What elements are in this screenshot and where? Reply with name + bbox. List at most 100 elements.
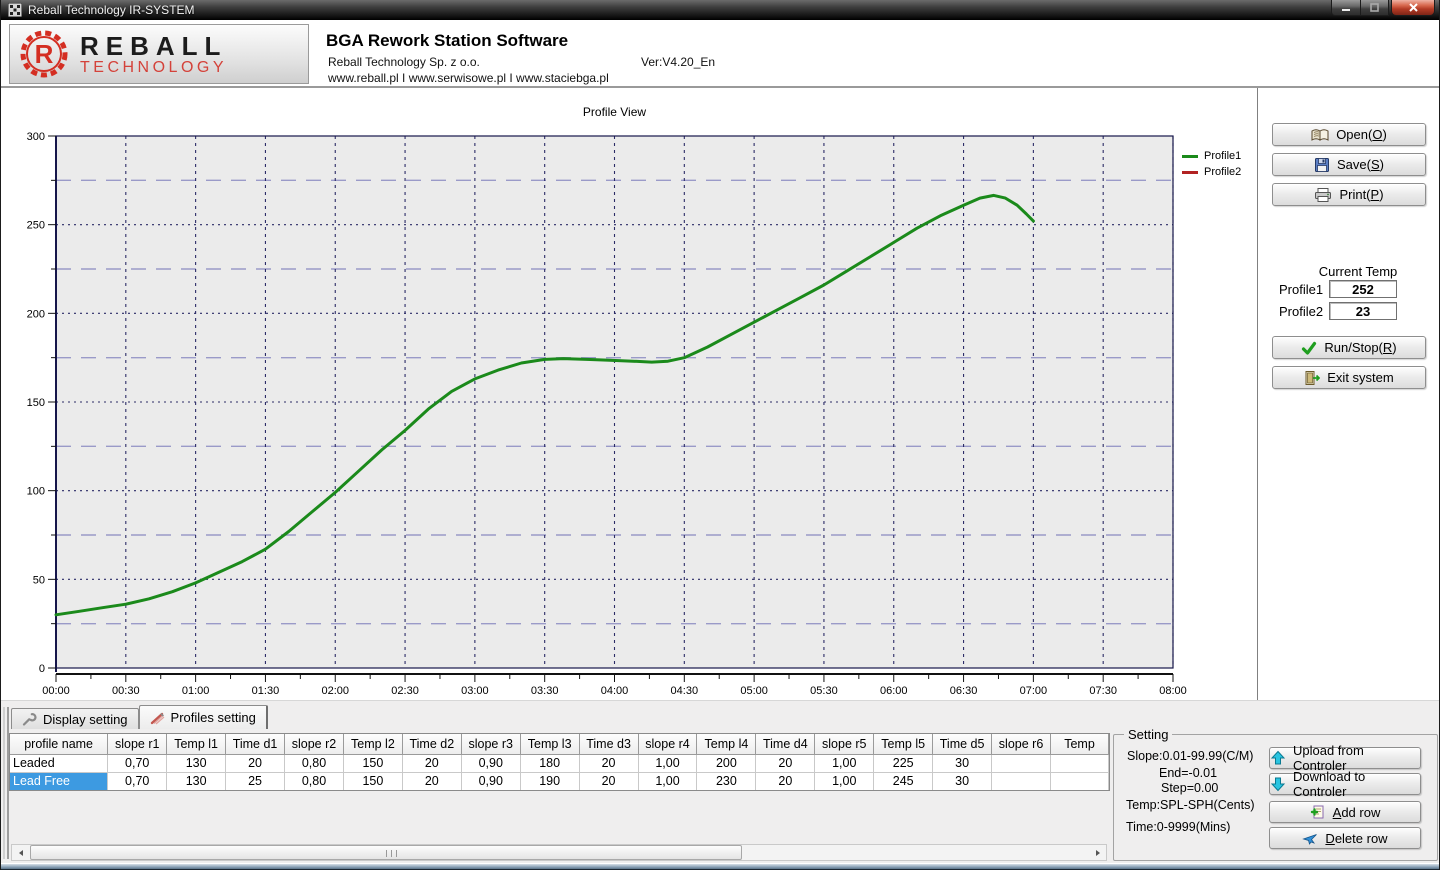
table-cell[interactable] <box>991 754 1052 773</box>
svg-text:R: R <box>35 39 54 69</box>
step-value-label: Step=0.00 <box>1161 781 1219 795</box>
scroll-right-icon <box>1095 849 1100 856</box>
column-header[interactable]: Time d2 <box>401 734 462 755</box>
table-cell[interactable]: 180 <box>520 754 580 773</box>
column-header[interactable]: Time d1 <box>225 734 286 755</box>
table-cell[interactable]: 20 <box>579 772 639 790</box>
download-to-controller-button[interactable]: Download to Controler <box>1269 769 1421 799</box>
bottom-panel: Display setting Profiles setting profile … <box>1 700 1439 863</box>
table-cell[interactable]: 150 <box>343 754 403 773</box>
table-cell[interactable]: 30 <box>932 772 993 790</box>
table-row[interactable]: Lead Free 0,70 130 25 0,80 150 20 0,90 190 20 1,00… <box>10 772 1109 790</box>
window-bottom-frame <box>1 863 1439 870</box>
column-header[interactable]: slope r6 <box>991 734 1052 755</box>
column-header[interactable]: Temp l5 <box>873 734 934 755</box>
column-header[interactable]: Temp l2 <box>342 734 403 755</box>
table-cell[interactable]: 1,00 <box>638 772 698 790</box>
tab-display-setting[interactable]: Display setting <box>11 708 139 729</box>
delete-row-icon <box>1302 834 1318 845</box>
save-button[interactable]: Save(S) <box>1272 153 1426 176</box>
table-row[interactable]: Leaded 0,70 130 20 0,80 150 20 0,90 180 20 1,00 200… <box>10 754 1109 773</box>
table-cell[interactable]: 1,00 <box>814 754 875 773</box>
horizontal-scrollbar[interactable] <box>11 844 1107 861</box>
profile1-temp-value: 252 <box>1329 280 1397 298</box>
table-cell[interactable]: 150 <box>343 772 403 790</box>
table-cell[interactable]: 225 <box>873 754 934 773</box>
table-cell[interactable]: 130 <box>166 772 227 790</box>
table-cell[interactable]: 0,70 <box>107 754 168 773</box>
column-header[interactable]: Temp <box>1050 734 1109 755</box>
column-header[interactable]: Temp l4 <box>696 734 757 755</box>
delete-row-label: Delete row <box>1325 830 1388 846</box>
table-cell[interactable]: Leaded <box>10 754 109 773</box>
run-stop-button[interactable]: Run/Stop(R) <box>1272 336 1426 359</box>
company-name: Reball Technology Sp. z o.o. <box>328 55 480 69</box>
column-header[interactable]: Temp l1 <box>166 734 227 755</box>
upload-from-controller-button[interactable]: Upload from Controler <box>1269 743 1421 773</box>
column-header[interactable]: profile name <box>10 734 109 755</box>
scroll-left-button[interactable] <box>12 845 29 860</box>
slope-range-label: Slope:0.01-99.99(C/M) <box>1127 749 1254 763</box>
pane-splitter[interactable] <box>3 707 9 859</box>
table-cell[interactable]: 20 <box>755 772 816 790</box>
table-cell[interactable]: 25 <box>225 772 286 790</box>
table-cell[interactable]: 30 <box>932 754 993 773</box>
svg-text:06:30: 06:30 <box>950 685 978 697</box>
scrollbar-thumb[interactable] <box>30 845 742 860</box>
table-cell[interactable] <box>1050 754 1109 773</box>
delete-row-button[interactable]: Delete row <box>1269 827 1421 849</box>
tab-label: Profiles setting <box>170 710 256 725</box>
column-header[interactable]: Time d5 <box>932 734 993 755</box>
tab-profiles-setting[interactable]: Profiles setting <box>138 705 268 729</box>
table-cell[interactable] <box>1050 772 1109 790</box>
table-cell[interactable]: 0,90 <box>461 754 521 773</box>
minimize-button[interactable] <box>1331 0 1361 16</box>
table-cell[interactable]: 230 <box>696 772 757 790</box>
exit-door-icon <box>1305 370 1321 385</box>
profile-chart: 00:00 00:30 01:00 01:30 02:00 02:30 03:00 03:30… <box>27 131 1187 697</box>
app-icon <box>8 3 22 17</box>
close-button[interactable] <box>1391 0 1435 16</box>
table-cell[interactable]: 20 <box>402 772 462 790</box>
table-cell[interactable]: 20 <box>402 754 462 773</box>
window-title: Reball Technology IR-SYSTEM <box>28 3 195 17</box>
column-header[interactable]: slope r1 <box>107 734 168 755</box>
column-header[interactable]: Temp l3 <box>519 734 580 755</box>
table-cell[interactable]: 0,90 <box>461 772 521 790</box>
table-cell[interactable]: Lead Free <box>10 772 109 790</box>
add-row-button[interactable]: Add row <box>1269 801 1421 823</box>
table-cell[interactable]: 0,80 <box>284 772 344 790</box>
table-cell[interactable]: 20 <box>579 754 639 773</box>
maximize-button[interactable] <box>1361 0 1389 16</box>
print-label: Print(P) <box>1339 187 1384 202</box>
logo-line2: TECHNOLOGY <box>80 58 228 76</box>
column-header[interactable]: slope r5 <box>814 734 875 755</box>
table-cell[interactable]: 130 <box>166 754 227 773</box>
control-panel: Open(O) Save(S) Print(P) <box>1257 88 1439 700</box>
column-header[interactable]: Time d3 <box>578 734 639 755</box>
table-cell[interactable]: 190 <box>520 772 580 790</box>
table-cell[interactable] <box>991 772 1052 790</box>
table-cell[interactable]: 1,00 <box>814 772 875 790</box>
scroll-right-button[interactable] <box>1089 845 1106 860</box>
table-cell[interactable]: 1,00 <box>638 754 698 773</box>
table-cell[interactable]: 200 <box>696 754 757 773</box>
open-button[interactable]: Open(O) <box>1272 123 1426 146</box>
table-cell[interactable]: 20 <box>225 754 286 773</box>
logo-text: REBALL TECHNOLOGY <box>80 33 227 76</box>
legend-label: Profile1 <box>1204 150 1242 162</box>
print-button[interactable]: Print(P) <box>1272 183 1426 206</box>
table-cell[interactable]: 20 <box>755 754 816 773</box>
table-cell[interactable]: 245 <box>873 772 934 790</box>
profile2-temp-value: 23 <box>1329 302 1397 320</box>
logo-line1: REBALL <box>80 30 228 61</box>
table-cell[interactable]: 0,70 <box>107 772 168 790</box>
table-cell[interactable]: 0,80 <box>284 754 344 773</box>
profile2-label: Profile2 <box>1279 304 1324 319</box>
column-header[interactable]: slope r4 <box>637 734 698 755</box>
column-header[interactable]: Time d4 <box>755 734 816 755</box>
column-header[interactable]: slope r3 <box>460 734 521 755</box>
column-header[interactable]: slope r2 <box>284 734 344 755</box>
exit-system-button[interactable]: Exit system <box>1272 366 1426 389</box>
